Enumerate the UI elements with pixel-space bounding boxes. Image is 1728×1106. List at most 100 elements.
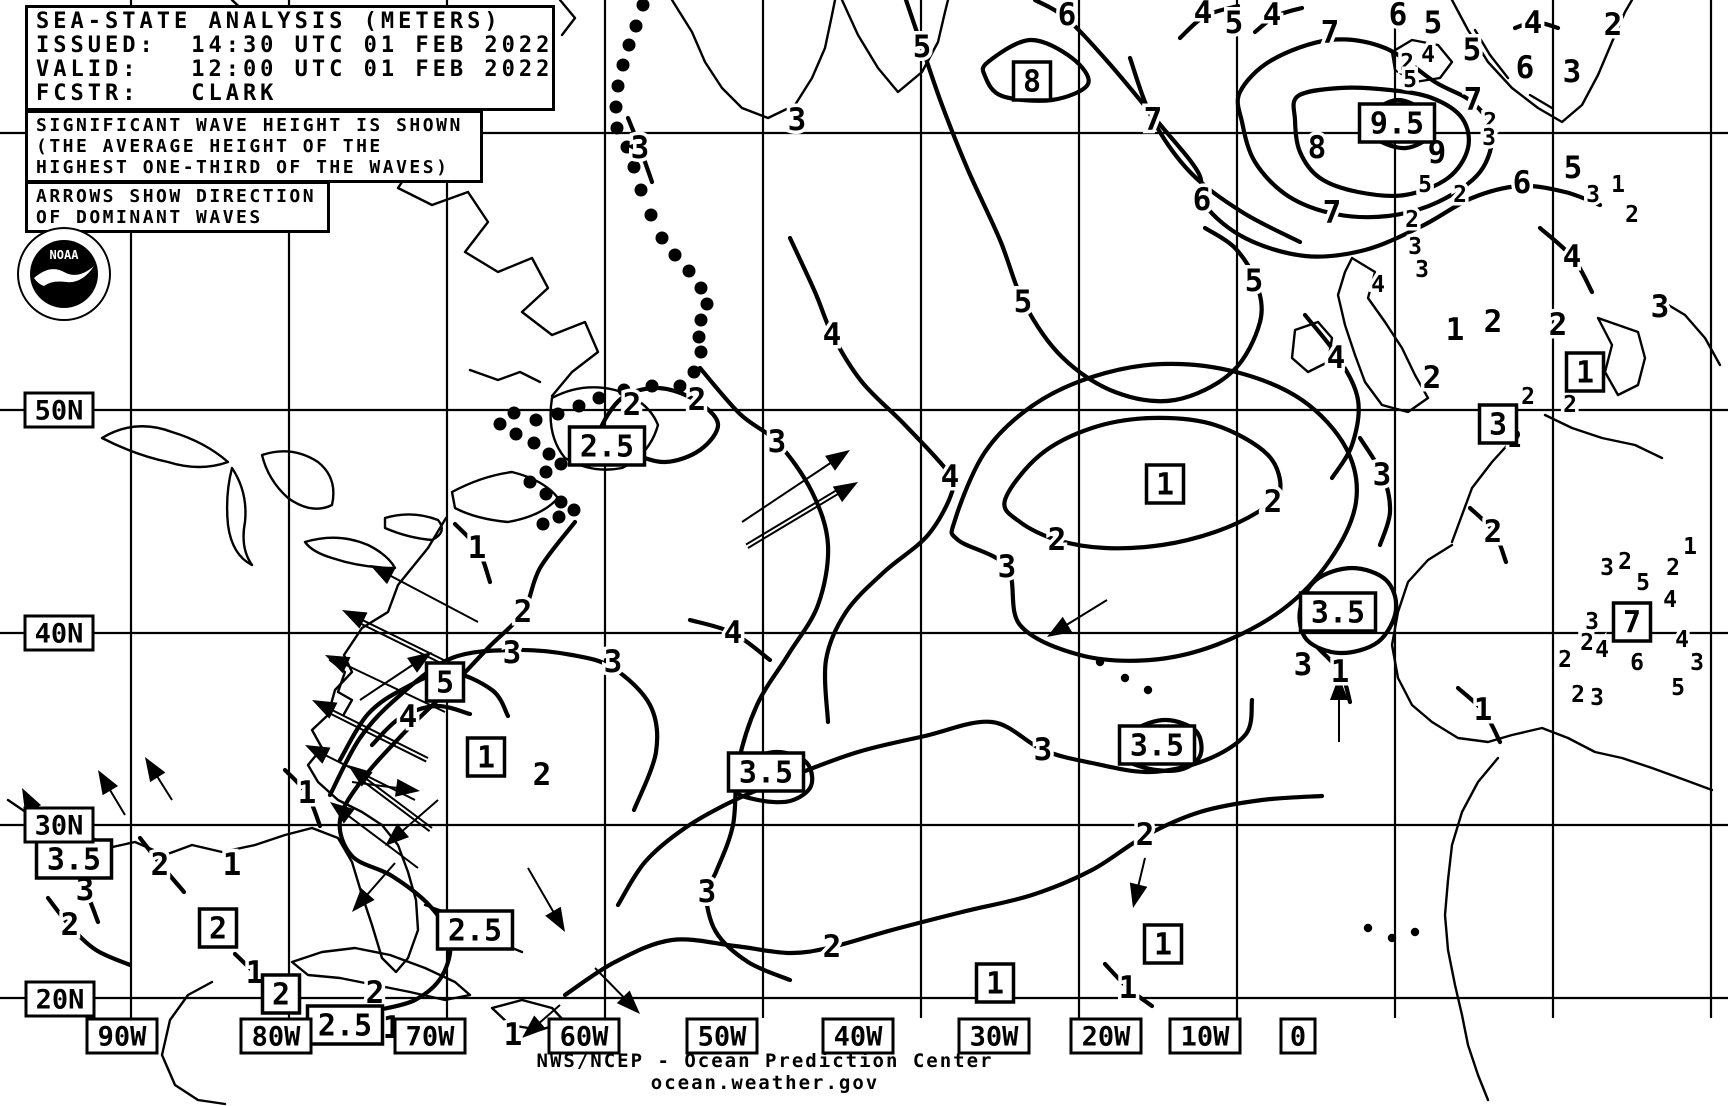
noaa-logo-text: NOAA (50, 248, 80, 262)
wave-height-contour (1291, 85, 1471, 199)
boxed-extremum-value: 3.5 (1311, 596, 1365, 631)
contour-value-label: 7 (1144, 102, 1163, 138)
wave-height-contour (1252, 5, 1305, 35)
wave-direction-arrow (352, 862, 396, 912)
contour-value-label: 3 (604, 644, 623, 680)
contour-value-label: 2 (1571, 682, 1585, 708)
contour-value-label: 3 (1600, 555, 1614, 581)
ice-edge-dot (509, 427, 523, 441)
wave-direction-arrow (312, 700, 429, 763)
noaa-logo: NOAA (16, 226, 112, 326)
contour-value-label: 5 (913, 29, 932, 65)
boxed-extremum-label: 2.5 (567, 425, 647, 467)
boxed-extremum-value: 2.5 (580, 430, 634, 465)
latitude-label: 50N (23, 391, 95, 429)
ice-edge-dot (627, 160, 641, 174)
contour-value-label: 2 (1484, 304, 1503, 340)
arrowhead-icon (342, 610, 368, 629)
wave-height-contour (980, 37, 1091, 103)
latitude-label: 30N (23, 806, 95, 844)
wave-direction-arrow (527, 867, 565, 932)
ice-edge-dot (554, 457, 568, 471)
boxed-extremum-value: 2.5 (318, 1009, 372, 1044)
island-dot (1410, 927, 1420, 937)
contour-value-label: 3 (1563, 54, 1582, 90)
wave-height-contour (949, 361, 1359, 663)
wave-note-line: SIGNIFICANT WAVE HEIGHT IS SHOWN (36, 115, 463, 136)
ice-edge-dot (668, 248, 682, 262)
contour-value-label: 5 (1424, 5, 1443, 41)
contour-value-label: 4 (1663, 587, 1677, 613)
contour-value-label: 7 (1321, 15, 1340, 51)
boxed-extremum-value: 1 (477, 741, 495, 776)
coastline-path (303, 536, 397, 570)
contour-value-label: 3 (998, 549, 1017, 585)
coastline-path (1450, 0, 1634, 124)
ice-edge-dot (609, 100, 623, 114)
wave-direction-arrow (145, 757, 173, 801)
coastline-path (840, 0, 950, 94)
boxed-extremum-label: 1 (1144, 463, 1186, 505)
longitude-label: 0 (1279, 1017, 1317, 1055)
contour-value-label: 4 (1194, 0, 1213, 31)
wave-direction-arrow (1330, 676, 1348, 742)
ice-edge-dot (610, 121, 624, 135)
coastline-path (1443, 756, 1500, 1102)
boxed-extremum-value: 2 (272, 978, 290, 1013)
wave-height-contour (687, 617, 773, 663)
ice-edge-dot (539, 487, 553, 501)
arrowhead-icon (330, 802, 355, 824)
latitude-label: 20N (24, 980, 96, 1018)
ice-edge-dot (542, 447, 556, 461)
contour-value-label: 4 (941, 459, 960, 495)
contour-value-label: 1 (468, 530, 487, 566)
contour-value-label: 3 (1408, 234, 1422, 260)
wave-direction-arrow (98, 770, 126, 816)
wave-height-contour (1302, 312, 1361, 481)
valid-time: VALID: 12:00 UTC 01 FEB 2022 (36, 57, 554, 82)
wave-direction-arrow (385, 799, 439, 846)
coastline-path (558, 0, 577, 37)
wave-height-contour (1455, 685, 1503, 745)
arrowhead-icon (98, 770, 119, 796)
island-dot (1363, 923, 1373, 933)
wave-direction-arrow (351, 778, 420, 797)
boxed-extremum-label: 8 (1011, 60, 1053, 102)
wave-note-line: (THE AVERAGE HEIGHT OF THE (36, 136, 383, 157)
contour-value-label: 4 (1371, 272, 1385, 298)
ice-edge-dot (552, 510, 566, 524)
latitude-value: 50N (35, 396, 84, 427)
wave-height-contour (625, 115, 655, 185)
longitude-label: 90W (85, 1017, 159, 1055)
coastline-path (1658, 298, 1722, 367)
island-dot (1387, 933, 1397, 943)
boxed-extremum-label: 2 (197, 907, 239, 949)
boxed-extremum-label: 9.5 (1357, 102, 1437, 144)
geo-reference-labels: 50N 40N 30N 20N 90W 80W 70W 60W 50W 40W 30W 20W 10W 0 (23, 391, 1317, 1055)
wave-height-contour (562, 793, 1325, 998)
contour-value-label: 2 (1136, 817, 1155, 853)
contour-value-label: 4 (1327, 340, 1346, 376)
contour-value-label: 3 (503, 635, 522, 671)
arrowhead-icon (395, 778, 420, 797)
contour-value-label: 4 (1563, 239, 1582, 275)
contour-value-label: 2 (1453, 182, 1467, 208)
contour-value-label: 4 (1595, 637, 1609, 663)
contour-value-label: 5 (1564, 150, 1583, 186)
longitude-value: 40W (834, 1022, 884, 1053)
boxed-extremum-value: 1 (986, 967, 1004, 1002)
boxed-extremum-value: 3.5 (1130, 729, 1184, 764)
wave-height-contour (137, 835, 187, 895)
wave-height-contour (1002, 415, 1283, 551)
longitude-label: 70W (393, 1017, 467, 1055)
contour-value-label: 2 (61, 907, 80, 943)
contour-value-label: 2 (1484, 514, 1503, 550)
longitude-label: 40W (821, 1017, 895, 1055)
ice-edge-dot (694, 345, 708, 359)
wave-height-contour (697, 365, 831, 983)
longitude-label: 10W (1168, 1017, 1242, 1055)
boxed-extremum-label: 3.5 (726, 751, 806, 793)
latitude-value: 30N (35, 811, 84, 842)
contour-value-label: 2 (1580, 630, 1594, 656)
